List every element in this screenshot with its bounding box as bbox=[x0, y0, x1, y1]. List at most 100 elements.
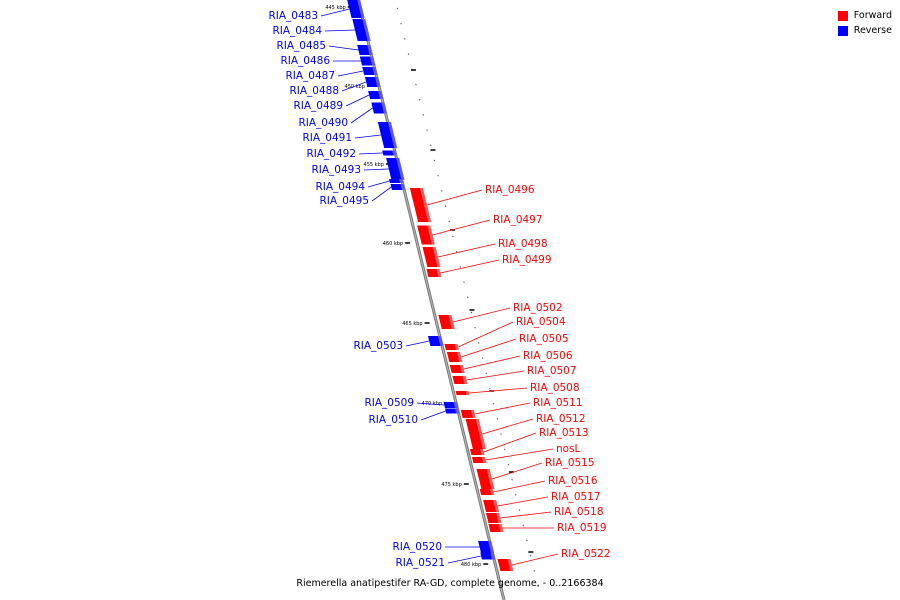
gene-label[interactable]: RIA_0522 bbox=[561, 548, 611, 560]
gene-feature[interactable] bbox=[386, 158, 405, 180]
gene-feature[interactable] bbox=[417, 225, 435, 245]
gene-feature-shade bbox=[456, 352, 463, 362]
gene-label[interactable]: RIA_0495 bbox=[319, 195, 369, 207]
gene-label[interactable]: RIA_0505 bbox=[519, 333, 569, 345]
gene-feature[interactable] bbox=[452, 376, 468, 384]
gene-feature[interactable] bbox=[486, 513, 502, 523]
gene-label[interactable]: RIA_0488 bbox=[289, 85, 339, 97]
gene-feature[interactable] bbox=[377, 122, 398, 148]
gene-feature-shade bbox=[488, 541, 495, 553]
gene-label[interactable]: RIA_0510 bbox=[368, 414, 418, 426]
gene-label-connector bbox=[440, 259, 500, 274]
gene-label[interactable]: RIA_0506 bbox=[523, 350, 573, 362]
minor-tick bbox=[426, 129, 428, 131]
gene-feature[interactable] bbox=[476, 469, 495, 489]
gene-label[interactable]: RIA_0521 bbox=[395, 557, 445, 569]
gene-feature[interactable] bbox=[455, 391, 470, 395]
gene-feature[interactable] bbox=[352, 19, 371, 41]
gene-feature[interactable] bbox=[449, 365, 465, 373]
gene-feature[interactable] bbox=[460, 410, 476, 418]
gene-label[interactable]: RIA_0486 bbox=[280, 55, 330, 67]
gene-label[interactable]: RIA_0519 bbox=[557, 522, 607, 534]
gene-feature[interactable] bbox=[364, 77, 381, 87]
gene-label[interactable]: RIA_0493 bbox=[311, 164, 361, 176]
gene-feature[interactable] bbox=[357, 45, 373, 55]
minor-tick bbox=[418, 98, 421, 101]
gene-feature-shade bbox=[362, 19, 371, 41]
gene-label[interactable]: RIA_0487 bbox=[285, 70, 335, 82]
gene-label[interactable]: RIA_0508 bbox=[530, 382, 580, 394]
gene-label[interactable]: RIA_0503 bbox=[353, 340, 403, 352]
gene-feature[interactable] bbox=[422, 247, 441, 267]
gene-label-connector bbox=[466, 370, 525, 381]
gene-label[interactable]: RIA_0489 bbox=[293, 100, 343, 112]
gene-label[interactable]: RIA_0516 bbox=[548, 475, 598, 487]
gene-label[interactable]: RIA_0518 bbox=[554, 506, 604, 518]
gene-label[interactable]: RIA_0502 bbox=[513, 302, 563, 314]
gene-label-connector bbox=[474, 402, 531, 415]
gene-feature[interactable] bbox=[465, 419, 486, 449]
gene-feature[interactable] bbox=[371, 102, 387, 114]
gene-label[interactable]: RIA_0512 bbox=[536, 413, 586, 425]
gene-label[interactable]: RIA_0498 bbox=[498, 238, 548, 250]
gene-label[interactable]: RIA_0484 bbox=[272, 25, 322, 37]
gene-label-connector bbox=[350, 107, 373, 124]
minor-tick bbox=[448, 220, 451, 223]
minor-tick bbox=[496, 418, 499, 420]
gene-feature-shade bbox=[454, 344, 459, 350]
gene-feature-shade bbox=[455, 408, 460, 414]
gene-feature[interactable] bbox=[469, 449, 485, 455]
gene-feature[interactable] bbox=[382, 150, 397, 156]
gene-label[interactable]: RIA_0492 bbox=[306, 148, 356, 160]
gene-label[interactable]: RIA_0497 bbox=[493, 214, 543, 226]
gene-feature[interactable] bbox=[426, 269, 442, 277]
gene-feature[interactable] bbox=[347, 0, 365, 18]
gene-feature-shade bbox=[490, 552, 495, 560]
gene-label-connector bbox=[363, 168, 389, 171]
gene-label[interactable]: RIA_0509 bbox=[364, 397, 414, 409]
gene-label-connector bbox=[354, 134, 382, 139]
gene-label[interactable]: RIA_0491 bbox=[302, 132, 352, 144]
gene-label[interactable]: nosL bbox=[556, 443, 581, 455]
gene-feature[interactable] bbox=[427, 336, 444, 346]
gene-feature[interactable] bbox=[409, 188, 432, 222]
gene-label[interactable]: RIA_0496 bbox=[485, 184, 535, 196]
gene-label[interactable]: RIA_0507 bbox=[527, 365, 577, 377]
legend-item-forward: Forward bbox=[837, 8, 892, 23]
gene-feature[interactable] bbox=[368, 91, 384, 99]
gene-feature[interactable] bbox=[497, 559, 514, 571]
gene-label-connector bbox=[416, 402, 445, 406]
gene-feature[interactable] bbox=[471, 457, 487, 463]
gene-feature[interactable] bbox=[444, 344, 459, 350]
gene-feature[interactable] bbox=[390, 184, 405, 190]
gene-feature[interactable] bbox=[443, 402, 459, 408]
gene-label[interactable]: RIA_0504 bbox=[516, 316, 566, 328]
gene-feature[interactable] bbox=[445, 408, 460, 414]
gene-label[interactable]: RIA_0499 bbox=[502, 254, 552, 266]
gene-feature[interactable] bbox=[479, 489, 495, 495]
gene-label-connector bbox=[511, 553, 559, 566]
gene-feature[interactable] bbox=[483, 500, 500, 512]
minor-tick bbox=[474, 326, 476, 329]
gene-label[interactable]: RIA_0485 bbox=[276, 40, 326, 52]
minor-tick bbox=[437, 174, 439, 177]
gene-label[interactable]: RIA_0513 bbox=[539, 427, 589, 439]
minor-tick bbox=[489, 387, 491, 390]
gene-feature[interactable] bbox=[389, 179, 404, 183]
gene-feature-shade bbox=[419, 188, 432, 222]
gene-feature[interactable] bbox=[438, 315, 455, 329]
gene-feature[interactable] bbox=[359, 56, 376, 66]
gene-feature[interactable] bbox=[362, 67, 378, 75]
gene-label[interactable]: RIA_0517 bbox=[551, 491, 601, 503]
gene-label[interactable]: RIA_0520 bbox=[392, 541, 442, 553]
gene-feature[interactable] bbox=[446, 352, 463, 362]
gene-feature[interactable] bbox=[488, 524, 504, 532]
gene-label[interactable]: RIA_0515 bbox=[545, 457, 595, 469]
gene-label[interactable]: RIA_0490 bbox=[298, 117, 348, 129]
gene-feature[interactable] bbox=[478, 541, 495, 553]
gene-label[interactable]: RIA_0511 bbox=[533, 397, 583, 409]
gene-label[interactable]: RIA_0494 bbox=[315, 181, 365, 193]
gene-label-connector bbox=[420, 410, 446, 421]
gene-feature[interactable] bbox=[480, 552, 495, 560]
gene-label[interactable]: RIA_0483 bbox=[268, 10, 318, 22]
